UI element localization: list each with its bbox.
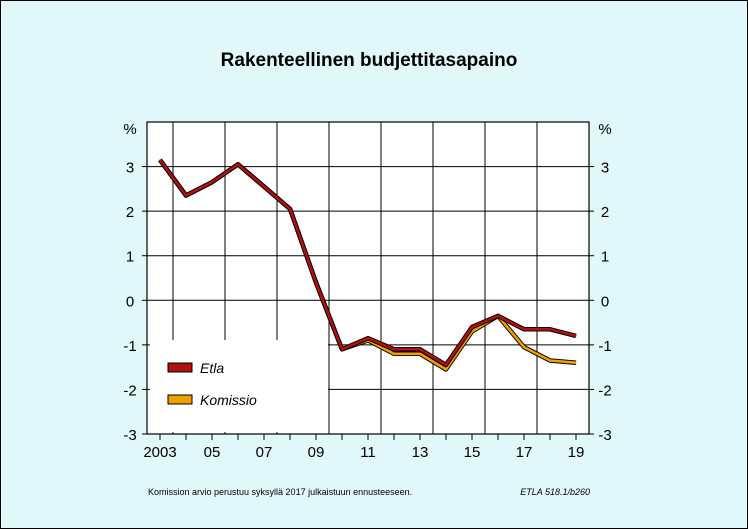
data-point-komissio	[575, 362, 577, 364]
footnote: Komission arvio perustuu syksyllä 2017 j…	[148, 487, 412, 497]
x-tick-label: 05	[204, 444, 221, 461]
y-tick-label-left: 2	[126, 204, 134, 221]
x-tick-label: 09	[308, 444, 325, 461]
data-point-etla	[159, 159, 161, 161]
y-tick-label-right: -3	[598, 427, 611, 444]
x-tick-label: 2003	[143, 444, 176, 461]
data-point-komissio	[419, 353, 421, 355]
y-tick-label-right: 2	[601, 204, 609, 221]
y-tick-label-left: -1	[123, 338, 136, 355]
data-point-komissio	[445, 368, 447, 370]
legend-box	[150, 340, 328, 432]
y-tick-label-right: 1	[601, 249, 609, 266]
data-point-etla	[185, 195, 187, 197]
x-tick-label: 13	[412, 444, 429, 461]
x-tick-label: 19	[568, 444, 585, 461]
y-tick-label-right: -1	[598, 338, 611, 355]
source-label: ETLA 518.1/b260	[520, 487, 590, 497]
x-tick-label: 15	[464, 444, 481, 461]
data-point-etla	[523, 328, 525, 330]
data-point-etla	[549, 328, 551, 330]
x-tick-label: 17	[516, 444, 533, 461]
data-point-etla	[575, 335, 577, 337]
data-point-komissio	[523, 346, 525, 348]
y-tick-label-left: 0	[126, 293, 134, 310]
y-tick-label-left: -3	[123, 427, 136, 444]
y-tick-label-left: -2	[123, 382, 136, 399]
data-point-etla	[367, 337, 369, 339]
data-point-etla	[315, 281, 317, 283]
data-point-etla	[497, 315, 499, 317]
data-point-etla	[393, 348, 395, 350]
series-layer	[158, 158, 577, 372]
data-point-etla	[471, 326, 473, 328]
y-unit-left: %	[123, 121, 136, 138]
legend-label-etla: Etla	[200, 360, 224, 376]
legend-swatch-komissio	[167, 394, 193, 405]
data-point-komissio	[549, 359, 551, 361]
y-tick-label-left: 3	[126, 160, 134, 177]
data-point-etla	[419, 348, 421, 350]
y-tick-label-right: 0	[601, 293, 609, 310]
data-point-etla	[289, 208, 291, 210]
x-tick-label: 07	[256, 444, 273, 461]
data-point-etla	[263, 186, 265, 188]
y-tick-label-right: -2	[598, 382, 611, 399]
data-point-etla	[237, 163, 239, 165]
x-tick-label: 11	[360, 444, 376, 461]
y-unit-right: %	[598, 121, 611, 138]
y-tick-label-left: 1	[126, 249, 134, 266]
legend: Etla Komissio	[167, 360, 257, 408]
legend-label-komissio: Komissio	[200, 392, 257, 408]
data-point-etla	[341, 348, 343, 350]
chart-title: Rakenteellinen budjettitasapaino	[221, 50, 518, 71]
y-tick-label-right: 3	[601, 160, 609, 177]
legend-swatch-etla	[167, 362, 193, 373]
data-point-komissio	[393, 353, 395, 355]
data-point-etla	[211, 181, 213, 183]
data-point-etla	[445, 364, 447, 366]
